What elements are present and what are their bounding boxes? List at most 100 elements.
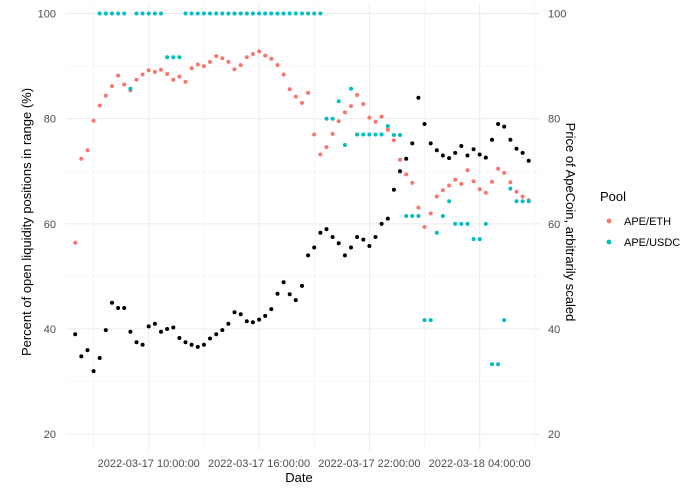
ape-usdc-point xyxy=(183,11,188,16)
ape-usdc-point xyxy=(195,11,200,16)
price-point xyxy=(91,369,96,374)
ape-usdc-point xyxy=(502,318,507,323)
ape-eth-point xyxy=(440,188,445,193)
ape-usdc-point xyxy=(269,11,274,16)
x-axis-ticks: 2022-03-17 10:00:00 2022-03-17 16:00:00 20… xyxy=(98,458,531,470)
price-point xyxy=(355,235,360,239)
price-point xyxy=(404,156,409,161)
price-point xyxy=(214,332,219,337)
price-point xyxy=(477,152,482,157)
legend-label-ape-eth: APE/ETH xyxy=(624,216,671,228)
y-tick-label: 80 xyxy=(44,114,56,126)
ape-eth-point xyxy=(471,179,476,184)
legend-key-ape-eth xyxy=(606,218,612,224)
ape-eth-point xyxy=(220,56,225,61)
ape-usdc-point xyxy=(201,11,206,16)
price-point xyxy=(281,280,286,285)
ape-usdc-point xyxy=(232,11,237,16)
x-axis-title: Date xyxy=(285,470,312,485)
x-tick-label: 2022-03-18 04:00:00 xyxy=(429,458,531,470)
y-tick-label: 40 xyxy=(44,324,56,336)
price-point xyxy=(232,310,237,315)
ape-eth-point xyxy=(293,94,298,99)
price-point xyxy=(300,283,304,288)
price-point xyxy=(330,235,335,239)
ape-eth-point xyxy=(97,103,102,108)
price-point xyxy=(514,146,519,151)
legend-title: Pool xyxy=(600,189,626,204)
legend: Pool APE/ETH APE/USDC xyxy=(600,189,680,249)
ape-eth-point xyxy=(201,64,206,69)
price-point xyxy=(306,253,311,258)
ape-eth-point xyxy=(122,82,127,87)
price-point xyxy=(361,237,366,242)
price-point xyxy=(287,292,292,297)
ape-eth-point xyxy=(404,172,409,177)
price-point xyxy=(134,340,139,345)
x-tick-label: 2022-03-17 16:00:00 xyxy=(208,458,310,470)
ape-eth-point xyxy=(355,93,360,97)
ape-usdc-point xyxy=(520,199,525,204)
price-point xyxy=(146,324,151,329)
ape-usdc-point xyxy=(440,214,445,218)
price-point xyxy=(471,147,476,152)
ape-eth-point xyxy=(324,145,329,150)
ape-usdc-point xyxy=(422,318,427,323)
ape-eth-point xyxy=(134,77,139,82)
price-point xyxy=(263,313,268,318)
price-point xyxy=(85,348,90,353)
y-tick-label: 60 xyxy=(44,219,56,231)
ape-usdc-point xyxy=(208,11,212,16)
price-point xyxy=(257,317,262,322)
ape-usdc-point xyxy=(244,11,249,16)
price-point xyxy=(502,124,507,129)
ape-usdc-point xyxy=(459,221,464,226)
ape-usdc-point xyxy=(159,11,163,16)
ape-eth-point xyxy=(385,127,390,132)
y2-tick-label: 100 xyxy=(548,9,566,21)
price-point xyxy=(195,344,200,349)
price-point xyxy=(318,230,323,235)
ape-usdc-point xyxy=(122,11,127,16)
price-point xyxy=(165,327,170,331)
ape-eth-point xyxy=(177,74,182,79)
price-point xyxy=(293,298,298,303)
ape-usdc-point xyxy=(226,11,231,16)
ape-usdc-point xyxy=(281,11,286,16)
price-point xyxy=(490,137,494,142)
ape-eth-point xyxy=(349,104,353,109)
ape-eth-point xyxy=(140,72,145,77)
ape-eth-point xyxy=(416,205,421,210)
ape-eth-point xyxy=(165,72,170,76)
y-tick-label: 100 xyxy=(38,9,56,21)
ape-usdc-point xyxy=(312,11,317,16)
ape-usdc-point xyxy=(477,237,482,242)
ape-usdc-point xyxy=(508,186,513,191)
ape-usdc-point xyxy=(220,11,225,16)
price-point xyxy=(73,332,78,337)
ape-eth-point xyxy=(195,62,200,67)
ape-eth-point xyxy=(373,119,378,124)
ape-usdc-point xyxy=(483,221,488,226)
ape-eth-point xyxy=(367,115,372,120)
ape-eth-point xyxy=(306,90,311,95)
ape-eth-point xyxy=(171,77,176,82)
ape-eth-point xyxy=(159,67,163,72)
ape-eth-point xyxy=(490,179,494,184)
price-point xyxy=(385,216,390,221)
ape-eth-point xyxy=(477,187,482,192)
ape-eth-point xyxy=(300,100,304,105)
y2-axis-title: Price of ApeCoin, arbitrarily scaled xyxy=(563,123,578,322)
price-point xyxy=(189,342,194,347)
price-point xyxy=(453,150,458,155)
y2-axis-ticks: 20 40 60 80 100 xyxy=(548,9,566,442)
price-point xyxy=(128,329,133,334)
ape-usdc-point xyxy=(428,318,433,323)
ape-eth-point xyxy=(275,63,280,68)
price-point xyxy=(140,342,145,347)
price-point xyxy=(342,253,347,258)
ape-usdc-point xyxy=(324,116,329,121)
ape-usdc-point xyxy=(214,11,219,16)
y-axis-ticks: 20 40 60 80 100 xyxy=(38,9,56,442)
